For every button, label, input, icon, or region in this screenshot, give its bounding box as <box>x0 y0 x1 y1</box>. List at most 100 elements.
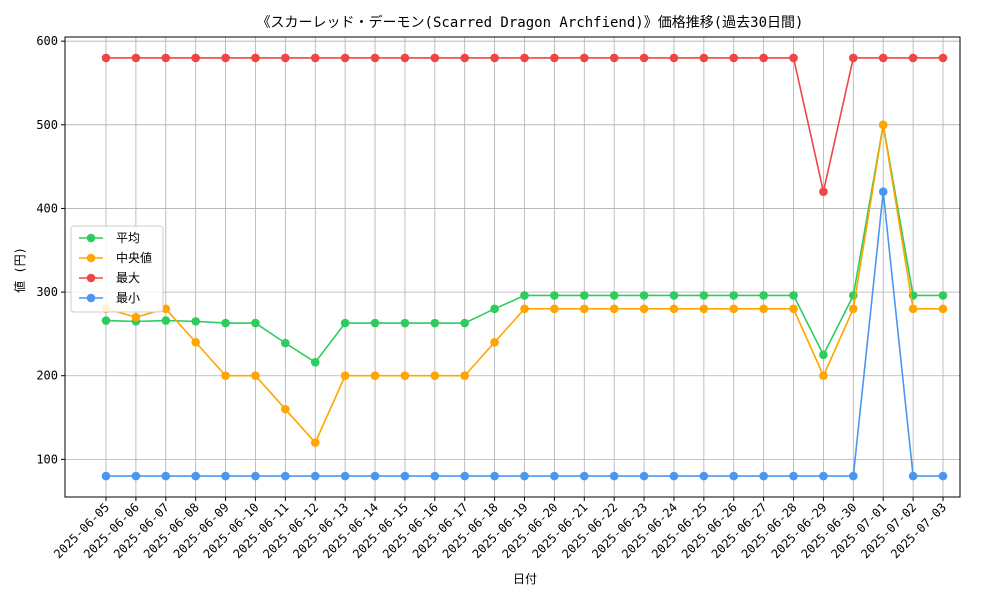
data-point <box>579 53 589 63</box>
data-point <box>938 53 948 63</box>
data-point <box>370 53 380 63</box>
data-point <box>729 304 739 314</box>
data-point <box>729 53 739 63</box>
legend-item: 最小 <box>79 291 140 305</box>
data-point <box>490 471 499 481</box>
data-point <box>191 53 200 63</box>
data-point <box>609 471 619 481</box>
data-point <box>221 53 230 63</box>
data-point <box>490 53 499 63</box>
data-point <box>579 304 589 314</box>
data-point <box>759 304 768 314</box>
data-point <box>370 318 380 328</box>
data-point <box>908 471 918 481</box>
data-point <box>161 316 171 325</box>
data-point <box>490 337 499 347</box>
legend-item: 中央値 <box>79 250 152 265</box>
data-point <box>789 53 798 63</box>
data-point <box>430 318 440 328</box>
legend-marker <box>86 273 96 283</box>
data-point <box>878 53 888 63</box>
data-point <box>729 291 739 300</box>
data-point <box>849 53 858 63</box>
data-point <box>161 304 171 314</box>
y-tick-label: 100 <box>36 452 58 466</box>
data-point <box>699 291 709 300</box>
y-tick-label: 600 <box>36 34 58 48</box>
y-tick-label: 400 <box>36 201 58 215</box>
data-point <box>878 120 888 130</box>
data-point <box>669 53 679 63</box>
data-point <box>520 53 529 63</box>
data-point <box>699 53 709 63</box>
data-point <box>460 371 470 381</box>
data-point <box>281 471 290 481</box>
data-point <box>221 471 230 481</box>
data-point <box>789 471 798 481</box>
data-point <box>340 318 350 328</box>
data-point <box>759 291 768 300</box>
data-point <box>101 471 111 481</box>
legend-box <box>70 225 164 313</box>
data-point <box>131 471 141 481</box>
data-point <box>819 471 828 481</box>
data-point <box>639 53 649 63</box>
data-point <box>699 304 709 314</box>
data-point <box>849 304 858 314</box>
data-point <box>789 304 798 314</box>
data-point <box>340 53 350 63</box>
data-point <box>520 471 529 481</box>
legend-label: 平均 <box>116 231 140 245</box>
legend-label: 最大 <box>116 271 140 285</box>
data-point <box>400 371 410 381</box>
series-layer <box>101 53 948 481</box>
y-tick-label: 500 <box>36 118 58 132</box>
data-point <box>490 304 499 314</box>
data-point <box>340 371 350 381</box>
data-point <box>729 471 739 481</box>
data-point <box>251 471 260 481</box>
data-point <box>460 471 470 481</box>
data-point <box>281 338 290 348</box>
series-2 <box>101 53 948 197</box>
x-axis-label: 日付 <box>513 572 537 586</box>
y-axis-label: 値 (円) <box>12 247 27 293</box>
data-point <box>609 304 619 314</box>
data-point <box>849 471 858 481</box>
data-point <box>460 53 470 63</box>
y-tick-label: 200 <box>36 369 58 383</box>
data-point <box>370 471 380 481</box>
data-point <box>819 187 828 197</box>
y-tick-label: 300 <box>36 285 58 299</box>
data-point <box>669 471 679 481</box>
legend-label: 最小 <box>116 291 140 305</box>
data-point <box>251 318 260 328</box>
data-point <box>520 304 529 314</box>
data-point <box>161 53 171 63</box>
data-point <box>131 312 141 322</box>
data-point <box>310 471 320 481</box>
data-point <box>550 471 559 481</box>
data-point <box>938 471 948 481</box>
x-axis-ticks: 2025-06-052025-06-062025-06-072025-06-08… <box>51 497 949 561</box>
data-point <box>520 291 529 300</box>
data-point <box>669 291 679 300</box>
data-point <box>609 291 619 300</box>
data-point <box>579 291 589 300</box>
data-point <box>639 471 649 481</box>
legend-item: 平均 <box>79 231 140 245</box>
data-point <box>131 53 141 63</box>
data-point <box>639 304 649 314</box>
data-point <box>430 371 440 381</box>
plot-area-frame <box>64 36 961 498</box>
chart-title: 《スカーレッド・デーモン(Scarred Dragon Archfiend)》価… <box>257 14 804 31</box>
data-point <box>101 53 111 63</box>
data-point <box>609 53 619 63</box>
data-point <box>699 471 709 481</box>
data-point <box>340 471 350 481</box>
legend-marker <box>86 233 96 243</box>
data-point <box>310 53 320 63</box>
data-point <box>191 337 200 347</box>
